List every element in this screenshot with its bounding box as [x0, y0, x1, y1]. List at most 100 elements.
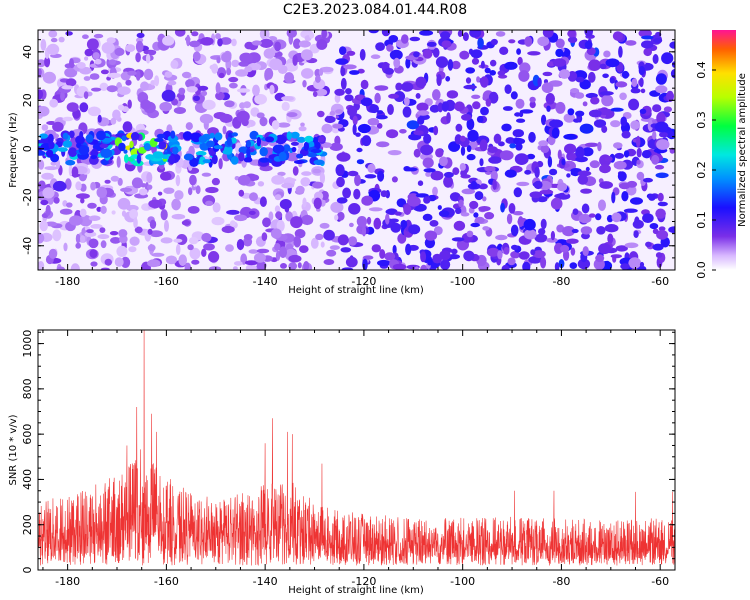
heatmap-cell [555, 48, 564, 58]
heatmap-x-tick-label: -180 [55, 275, 80, 288]
heatmap-cell [558, 259, 565, 269]
heatmap-cell [440, 31, 451, 40]
heatmap-cell [224, 100, 235, 108]
heatmap-cell [671, 61, 675, 68]
heatmap-cell [99, 82, 109, 92]
heatmap-cell [189, 157, 199, 167]
heatmap-cell [604, 224, 619, 233]
heatmap-cell [70, 263, 80, 270]
heatmap-cell [281, 101, 290, 111]
heatmap-y-tick-label: 0 [21, 145, 34, 152]
heatmap-cell [393, 57, 401, 69]
heatmap-cell [628, 257, 642, 269]
heatmap-cell [326, 249, 337, 257]
heatmap-cell [336, 197, 348, 204]
heatmap-cell [38, 59, 46, 68]
heatmap-x-axis: -180 -160 -140 -120 -100 -80 -60 [42, 30, 669, 288]
heatmap-cell [400, 219, 408, 229]
heatmap-y-axis: 40 20 0 -20 -40 [21, 39, 675, 271]
heatmap-cell [523, 229, 537, 240]
heatmap-cell [571, 228, 579, 234]
heatmap-cell [344, 94, 354, 102]
heatmap-cell [167, 80, 177, 86]
heatmap-cell [219, 113, 233, 123]
heatmap-cell [335, 109, 344, 114]
heatmap-cell [349, 222, 354, 228]
heatmap-cell [416, 102, 429, 112]
heatmap-cell [200, 37, 214, 46]
heatmap-cell [100, 205, 107, 214]
heatmap-cell [424, 230, 438, 241]
heatmap-cell [360, 79, 369, 90]
colorbar: 0.0 0.1 0.2 0.3 0.4 Normalized spectral ampl… [695, 30, 748, 279]
snr-x-axis: -180 -160 -140 -120 -100 -80 -60 [42, 330, 669, 588]
heatmap-cell [377, 110, 384, 115]
heatmap-cell [75, 181, 82, 191]
snr-x-tick-label: -80 [552, 575, 570, 588]
heatmap-cell [653, 38, 663, 44]
heatmap-cell [45, 221, 58, 227]
heatmap-cell [127, 99, 132, 109]
heatmap-cell [432, 89, 441, 101]
heatmap-cell [659, 132, 668, 138]
heatmap-cell [218, 72, 225, 79]
heatmap-cell [656, 229, 669, 240]
heatmap-cell [75, 242, 81, 249]
heatmap-cell [174, 190, 184, 200]
heatmap-cell [379, 249, 386, 259]
heatmap-cell [484, 166, 496, 172]
heatmap-cell [652, 228, 659, 235]
heatmap-cell [570, 247, 576, 256]
heatmap-cell [557, 182, 568, 192]
heatmap-cell [403, 204, 412, 215]
heatmap-cell [437, 205, 442, 210]
heatmap-cell [479, 139, 488, 152]
heatmap-cell [205, 200, 214, 206]
heatmap-cell [40, 199, 49, 206]
heatmap-cell [577, 258, 591, 270]
heatmap-cell [295, 185, 305, 194]
heatmap-cell [245, 260, 258, 266]
heatmap-cell [69, 58, 74, 69]
heatmap-cell [340, 77, 347, 90]
heatmap-cell [264, 67, 274, 80]
heatmap-cell [478, 206, 491, 212]
heatmap-cell [413, 130, 424, 136]
heatmap-cell [598, 199, 606, 211]
heatmap-cell [272, 144, 285, 154]
heatmap-cell [131, 177, 143, 189]
snr-y-tick-label: 0 [21, 567, 34, 574]
heatmap-cell [665, 130, 675, 138]
snr-x-tick-label: -180 [55, 575, 80, 588]
heatmap-cell [86, 229, 94, 234]
heatmap-cell [623, 150, 630, 158]
heatmap-cell [44, 166, 58, 171]
heatmap-cell [538, 228, 546, 235]
heatmap-cell [470, 222, 481, 228]
heatmap-cell [147, 244, 156, 252]
heatmap-cell [613, 142, 623, 149]
heatmap-cell [425, 171, 431, 177]
heatmap-cell [300, 177, 311, 187]
heatmap-cell [658, 226, 666, 231]
heatmap-cell [619, 92, 627, 101]
heatmap-cell [135, 52, 141, 63]
heatmap-cell [555, 38, 565, 49]
heatmap-cell [423, 196, 431, 204]
heatmap-cell [497, 70, 506, 76]
heatmap-cell [441, 40, 452, 48]
heatmap-cell [83, 76, 91, 81]
heatmap-cell [146, 172, 153, 184]
heatmap-cell [298, 126, 307, 132]
heatmap-cell [313, 197, 322, 209]
heatmap-cell [386, 129, 399, 139]
heatmap-cell [500, 202, 505, 213]
heatmap-cell [621, 130, 631, 139]
heatmap-cell [198, 135, 208, 143]
heatmap-cell [480, 60, 485, 69]
snr-y-label: SNR (10 * v/v) [8, 414, 19, 485]
heatmap-cell [540, 256, 547, 269]
heatmap-cell [575, 146, 585, 159]
heatmap-cell [79, 66, 92, 75]
heatmap-cell [256, 248, 270, 254]
